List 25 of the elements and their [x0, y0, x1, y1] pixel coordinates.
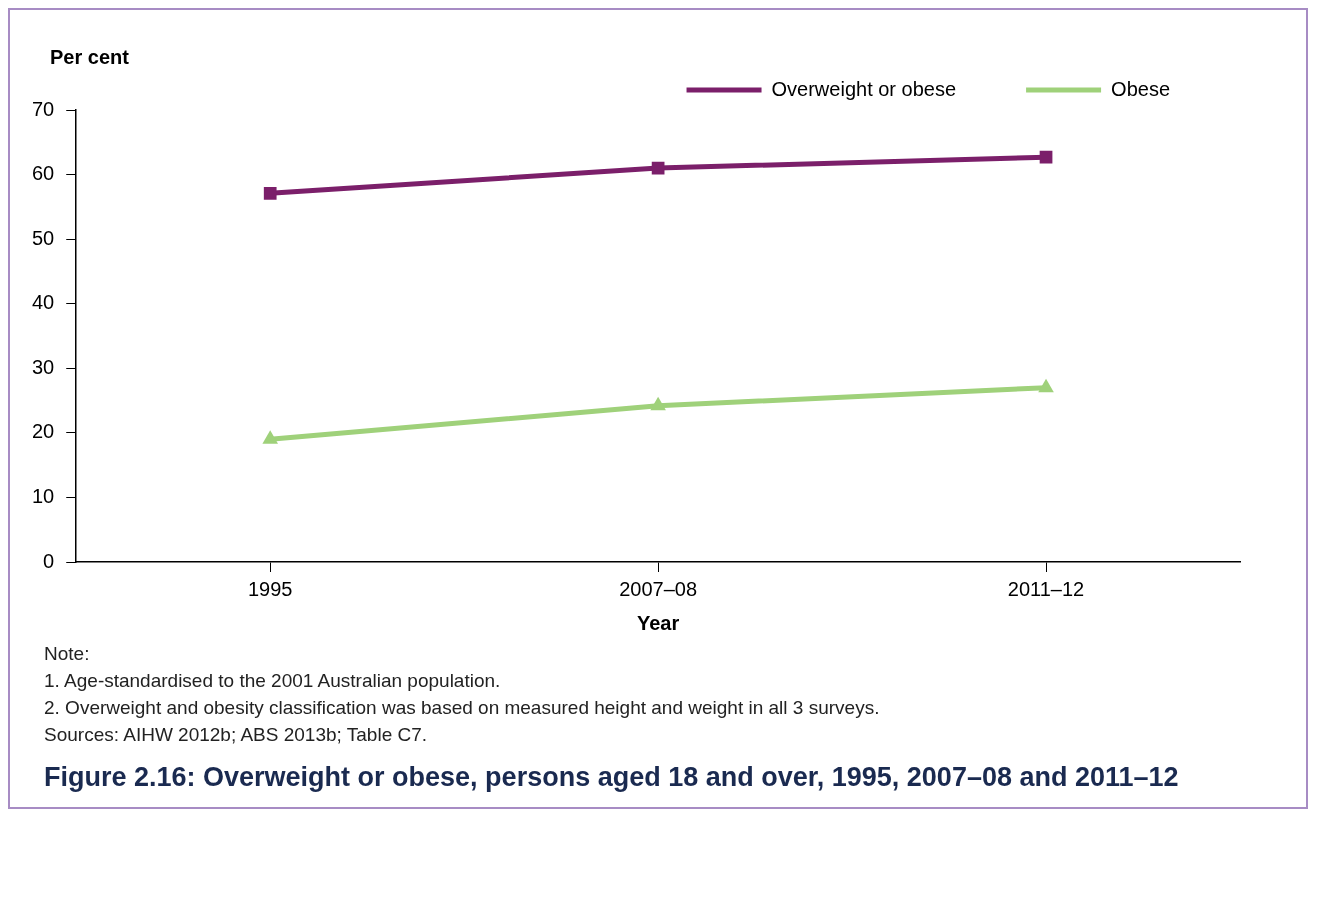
- x-tick-label: 2007–08: [619, 577, 698, 600]
- y-tick-label: 50: [32, 226, 55, 249]
- point: [1038, 378, 1054, 393]
- point: [262, 430, 278, 444]
- point: [650, 396, 666, 411]
- text: 1. Age-standardised to the 2001 Australian population.: [44, 669, 502, 693]
- text: Note:: [44, 642, 91, 666]
- source-note: Sources: AIHW 2012b; ABS 2013b; Table C7.: [44, 723, 429, 747]
- y-tick-label: 30: [32, 355, 55, 378]
- text: 2. Overweight and obesity classification was based on measured height and weight in all 3 surveys.: [44, 696, 881, 720]
- y-tick-label: 10: [32, 484, 55, 507]
- y-axis-title: Per cent: [50, 45, 130, 68]
- legend-label: Obese: [1111, 77, 1171, 100]
- legend-label: Overweight or obese: [771, 77, 957, 100]
- x-tick-label: 1995: [247, 577, 293, 600]
- x-tick-label: 2011–12: [1007, 577, 1085, 600]
- point: [1039, 150, 1053, 164]
- y-tick-label: 70: [32, 97, 55, 120]
- y-tick-label: 60: [32, 162, 55, 185]
- y-tick-label: 40: [32, 291, 55, 314]
- text: Figure 2.16: Overweight or obese, persons aged 18 and over, 1995, 2007–08 and 2011–12: [43, 762, 1180, 793]
- point: [263, 186, 277, 200]
- y-tick-label: 0: [43, 549, 55, 572]
- x-axis-title: Year: [636, 611, 680, 634]
- y-tick-label: 20: [32, 420, 55, 443]
